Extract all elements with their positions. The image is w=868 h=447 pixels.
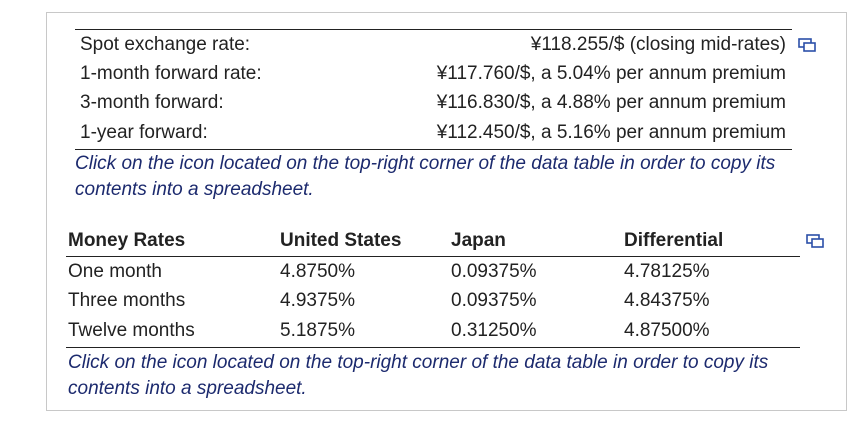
- rate-label: 3-month forward:: [80, 92, 224, 113]
- rate-cell: 5.1875%: [280, 320, 356, 341]
- rate-cell: 4.9375%: [280, 290, 356, 311]
- row-label: Twelve months: [68, 320, 195, 341]
- column-header: Money Rates: [68, 230, 186, 251]
- rate-label: 1-month forward rate:: [80, 63, 262, 84]
- row-label: Three months: [68, 290, 186, 311]
- rate-cell: 4.87500%: [624, 320, 710, 341]
- rate-cell: 0.09375%: [451, 261, 537, 282]
- rate-cell: 0.31250%: [451, 320, 537, 341]
- rate-value: ¥116.830/$, a 4.88% per annum premium: [436, 92, 786, 113]
- rate-label: 1-year forward:: [80, 122, 208, 143]
- header-rule: [66, 256, 800, 257]
- rate-cell: 4.8750%: [280, 261, 356, 282]
- copy-icon[interactable]: [806, 234, 824, 248]
- copy-note: Click on the icon located on the top-rig…: [75, 153, 776, 200]
- rate-cell: 4.84375%: [624, 290, 710, 311]
- rate-label: Spot exchange rate:: [80, 34, 251, 55]
- rate-cell: 4.78125%: [624, 261, 710, 282]
- table-top-rule: [75, 29, 792, 30]
- copy-icon[interactable]: [798, 38, 816, 52]
- rate-value: ¥117.760/$, a 5.04% per annum premium: [436, 63, 786, 84]
- row-label: One month: [68, 261, 162, 282]
- rate-value: ¥118.255/$ (closing mid-rates): [530, 34, 786, 55]
- table-bottom-rule: [75, 149, 792, 150]
- column-header: Differential: [624, 230, 724, 251]
- rate-value: ¥112.450/$, a 5.16% per annum premium: [436, 122, 786, 143]
- column-header: United States: [280, 230, 402, 251]
- column-header: Japan: [451, 230, 506, 251]
- content-box: [46, 12, 847, 411]
- rate-cell: 0.09375%: [451, 290, 537, 311]
- table-bottom-rule: [66, 347, 800, 348]
- copy-note: Click on the icon located on the top-rig…: [68, 352, 769, 399]
